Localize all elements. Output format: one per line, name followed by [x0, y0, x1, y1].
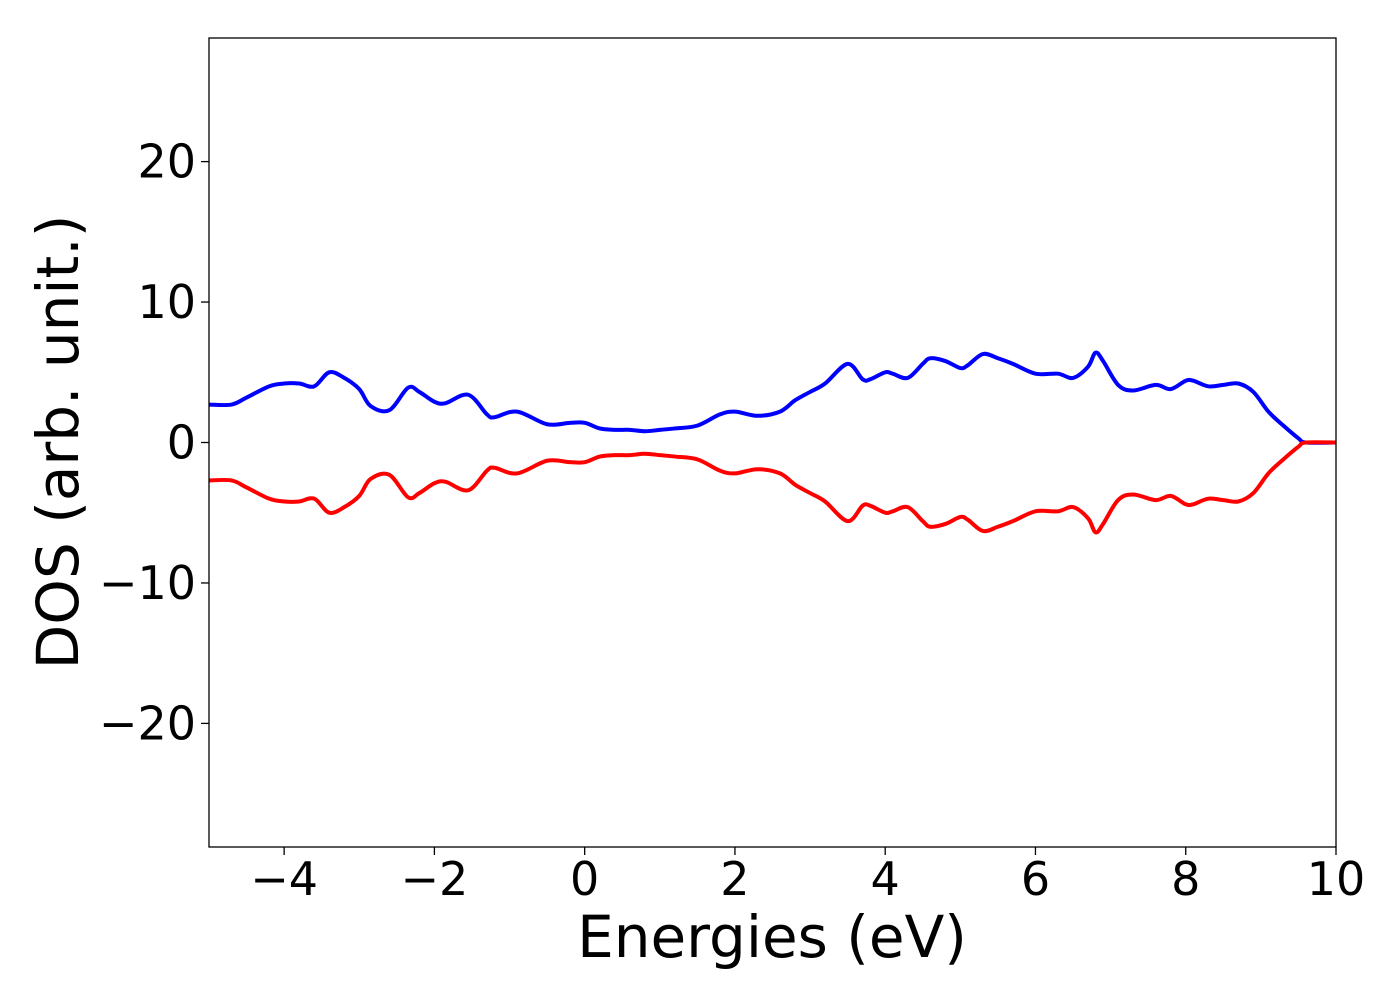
x-tick-label: 8: [1171, 852, 1200, 906]
x-axis-title: Energies (eV): [577, 903, 967, 971]
x-tick-label: 0: [570, 852, 599, 906]
x-tick-label: −4: [250, 852, 318, 906]
y-tick-label: 0: [167, 416, 196, 470]
y-tick-label: −10: [99, 556, 196, 610]
y-tick-label: −20: [99, 696, 196, 750]
series-line-2: [209, 440, 1336, 535]
x-tick-label: 4: [871, 852, 900, 906]
x-tick-label: 6: [1021, 852, 1050, 906]
series-layer: [209, 350, 1336, 535]
plot-frame: [208, 37, 1337, 848]
y-tick-label: 20: [137, 135, 196, 189]
y-tick-label: 10: [137, 275, 196, 329]
x-tick-label: 2: [720, 852, 749, 906]
series-line-1: [209, 350, 1336, 445]
x-tick-label: −2: [400, 852, 468, 906]
x-tick-label: 10: [1307, 852, 1366, 906]
y-axis-title: DOS (arb. unit.): [24, 215, 92, 670]
